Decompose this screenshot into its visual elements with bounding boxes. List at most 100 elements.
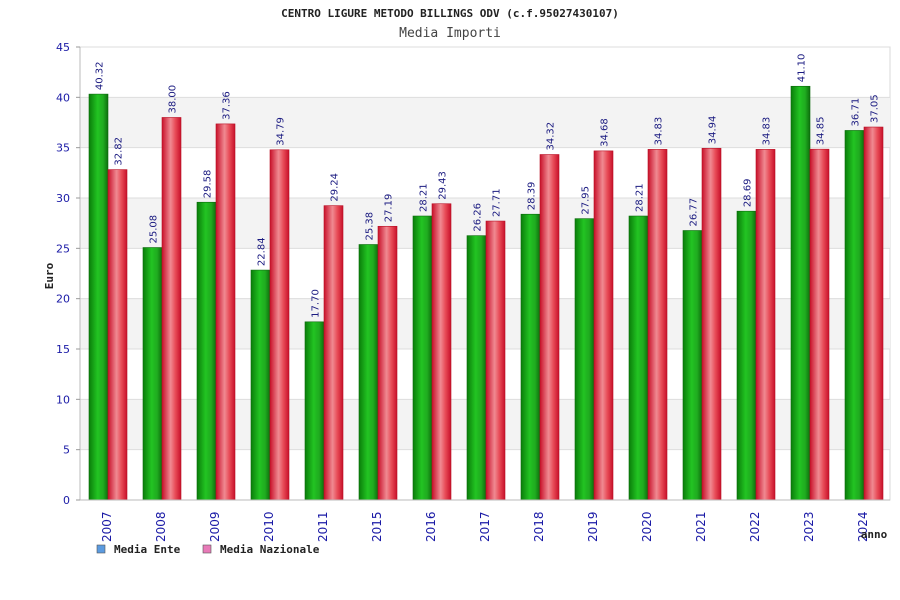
y-tick-label: 15 [56, 343, 70, 356]
bar-media-ente-2024 [844, 130, 865, 501]
value-label: 28.39 [527, 182, 538, 211]
bar-media-ente-2009 [196, 201, 217, 501]
legend: Media Ente Media Nazionale [96, 543, 320, 556]
x-tick-label: 2009 [208, 511, 222, 542]
y-tick-label: 40 [56, 91, 70, 104]
value-label: 34.68 [600, 118, 611, 147]
y-tick-label: 35 [56, 142, 70, 155]
value-label: 36.71 [851, 98, 862, 127]
value-label: 41.10 [797, 54, 808, 83]
bar-media-nazionale-2018 [539, 154, 560, 501]
value-label: 32.82 [114, 137, 125, 166]
value-label: 34.83 [654, 117, 665, 146]
bar-media-ente-2021 [682, 230, 703, 501]
y-axis: 0 5 10 15 20 25 30 35 40 45 [56, 41, 81, 507]
bar-media-ente-2020 [628, 215, 649, 501]
value-labels: 40.32 32.82 25.08 38.00 29.58 37.36 22.84 34.79… [95, 54, 881, 318]
x-tick-label: 2017 [478, 511, 492, 542]
y-tick-label: 5 [63, 444, 70, 457]
bar-media-nazionale-2016 [431, 203, 452, 501]
value-label: 27.95 [581, 186, 592, 215]
bar-media-ente-2022 [736, 210, 757, 501]
value-label: 28.21 [419, 183, 430, 212]
bar-media-nazionale-2023 [809, 148, 830, 501]
x-tick-label: 2023 [802, 511, 816, 542]
chart-subtitle: Media Importi [399, 26, 501, 41]
bar-media-nazionale-2022 [755, 149, 776, 501]
legend-swatch [202, 544, 212, 554]
bar-media-ente-2010 [250, 269, 271, 501]
y-tick-label: 0 [63, 494, 70, 507]
x-tick-label: 2011 [316, 511, 330, 542]
bar-media-nazionale-2009 [215, 123, 236, 501]
bar-media-nazionale-2007 [107, 169, 128, 501]
chart-title: CENTRO LIGURE METODO BILLINGS ODV (c.f.9… [281, 7, 619, 20]
bar-media-ente-2015 [358, 244, 379, 501]
x-tick-label: 2015 [370, 511, 384, 542]
value-label: 26.26 [473, 203, 484, 232]
x-tick-label: 2019 [586, 511, 600, 542]
value-label: 37.05 [870, 94, 881, 123]
value-label: 38.00 [168, 85, 179, 114]
bar-media-ente-2019 [574, 218, 595, 501]
x-tick-label: 2021 [694, 511, 708, 542]
bar-media-ente-2023 [790, 85, 811, 501]
bar-media-nazionale-2011 [323, 205, 344, 501]
y-tick-label: 25 [56, 242, 70, 255]
value-label: 28.69 [743, 179, 754, 208]
bar-media-nazionale-2024 [863, 126, 884, 501]
bar-media-ente-2007 [88, 93, 109, 501]
value-label: 27.71 [492, 188, 503, 217]
x-tick-label: 2018 [532, 511, 546, 542]
value-label: 25.08 [149, 215, 160, 244]
y-tick-label: 45 [56, 41, 70, 54]
bar-media-nazionale-2010 [269, 149, 290, 501]
y-axis-label: Euro [43, 262, 56, 289]
grid-band [80, 97, 890, 148]
value-label: 29.43 [438, 171, 449, 200]
x-tick-label: 2007 [100, 511, 114, 542]
value-label: 34.32 [546, 122, 557, 151]
x-axis-label: anno [861, 528, 888, 541]
x-tick-label: 2010 [262, 511, 276, 542]
value-label: 22.84 [257, 237, 268, 266]
x-tick-label: 2022 [748, 511, 762, 542]
value-label: 34.79 [276, 117, 287, 146]
bar-media-nazionale-2019 [593, 150, 614, 501]
value-label: 40.32 [95, 61, 106, 90]
x-tick-label: 2016 [424, 511, 438, 542]
x-tick-label: 2008 [154, 511, 168, 542]
value-label: 34.83 [762, 117, 773, 146]
y-tick-label: 10 [56, 393, 70, 406]
x-axis: 2007 2008 2009 2010 2011 2015 2016 2017 2018 2019… [80, 499, 890, 542]
bar-media-ente-2016 [412, 215, 433, 501]
bar-media-ente-2018 [520, 213, 541, 501]
bar-media-nazionale-2015 [377, 225, 398, 501]
bar-media-ente-2008 [142, 247, 163, 501]
value-label: 29.58 [203, 170, 214, 199]
bar-media-ente-2011 [304, 321, 325, 501]
legend-swatch [96, 544, 106, 554]
value-label: 27.19 [384, 194, 395, 223]
bar-media-nazionale-2020 [647, 149, 668, 501]
y-tick-label: 30 [56, 192, 70, 205]
value-label: 26.77 [689, 198, 700, 227]
value-label: 25.38 [365, 212, 376, 241]
legend-label: Media Ente [114, 543, 181, 556]
value-label: 34.85 [816, 117, 827, 146]
value-label: 37.36 [222, 91, 233, 120]
legend-label: Media Nazionale [220, 543, 320, 556]
bar-media-ente-2017 [466, 235, 487, 501]
bar-media-nazionale-2008 [161, 117, 182, 501]
y-tick-label: 20 [56, 293, 70, 306]
value-label: 17.70 [311, 289, 322, 318]
bar-media-nazionale-2021 [701, 147, 722, 501]
value-label: 29.24 [330, 173, 341, 202]
bar-media-nazionale-2017 [485, 220, 506, 501]
value-label: 34.94 [708, 116, 719, 145]
bars [88, 85, 884, 501]
x-tick-label: 2020 [640, 511, 654, 542]
value-label: 28.21 [635, 183, 646, 212]
x-tick-label: 2024 [856, 511, 870, 542]
